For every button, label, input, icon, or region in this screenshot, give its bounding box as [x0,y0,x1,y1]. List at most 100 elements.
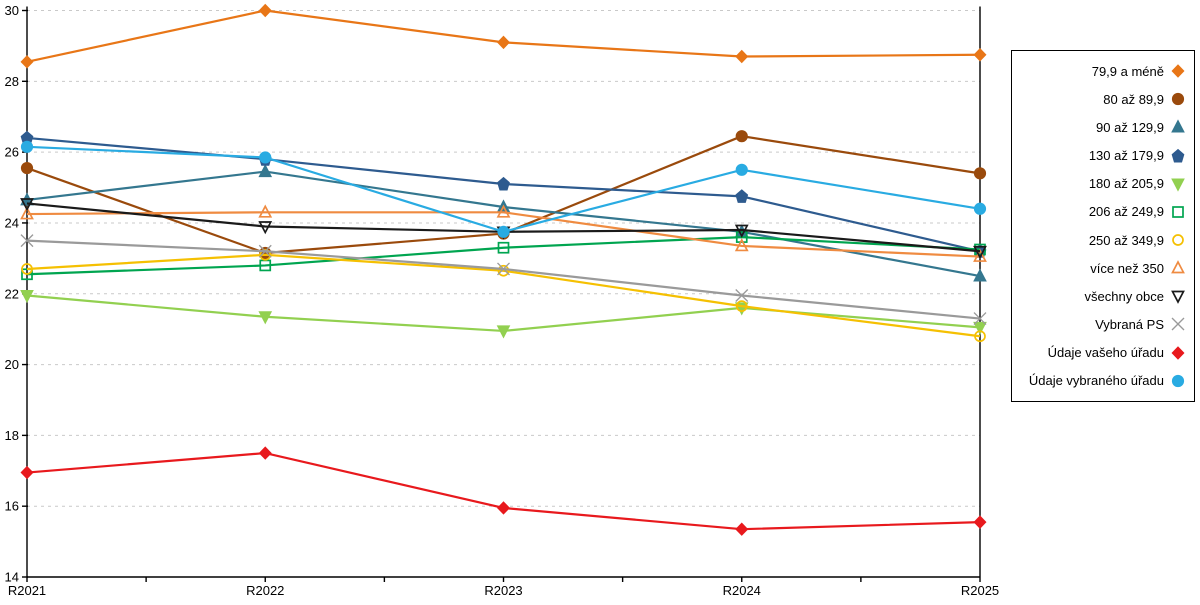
legend-item: Údaje vybraného úřadu [1018,373,1186,389]
legend-item-label: 206 až 249,9 [1088,204,1164,220]
marker-diamond-filled [258,446,272,460]
legend-item-label: 90 až 129,9 [1096,119,1164,135]
marker-circle-open [497,264,510,277]
marker-diamond-filled [258,3,272,18]
legend-item: více než 350 [1018,260,1186,276]
marker-triangle-up-open [258,204,273,218]
legend-marker-circle-filled [1171,374,1185,387]
y-tick-label-30: 30 [5,3,19,18]
marker-triangle-up-open [20,206,34,220]
marker-circle-open [259,248,272,261]
legend-item-label: 80 až 89,9 [1103,91,1164,107]
marker-triangle-up-open [973,248,987,262]
legend-item: 180 až 205,9 [1018,176,1186,192]
y-tick-label-16: 16 [5,499,19,514]
marker-x [258,244,272,258]
legend-marker-triangle-up-filled [1171,119,1185,133]
marker-diamond-filled [973,48,987,62]
marker-circle-filled [20,161,34,175]
x-tick-label-R2024: R2024 [723,583,761,598]
marker-circle-open [974,330,986,343]
y-tick-label-26: 26 [5,145,19,160]
marker-triangle-down-filled [258,311,273,325]
marker-diamond-filled [973,515,987,529]
legend-marker-diamond-filled [1171,345,1185,360]
y-tick-label-24: 24 [5,215,19,230]
legend-item: Údaje vašeho úřadu [1018,345,1186,361]
legend-item: 80 až 89,9 [1018,91,1186,107]
series-line [26,451,981,531]
legend-item: všechny obce [1018,288,1186,305]
marker-triangle-up-filled [973,268,987,282]
legend-item-label: Údaje vybraného úřadu [1028,373,1164,389]
legend-item-label: 79,9 a méně [1091,63,1164,79]
x-tick-label-R2022: R2022 [246,583,284,598]
legend: 79,9 a méně 80 až 89,9 90 až 129,9 130 až 1… [1011,50,1195,402]
legend-item-label: 180 až 205,9 [1088,176,1164,192]
marker-circle-open [735,300,748,312]
legend-item: 79,9 a méně [1018,63,1186,79]
marker-diamond-filled [735,49,749,64]
marker-triangle-up-open [496,204,511,218]
legend-marker-pentagon-filled [1171,148,1185,163]
legend-item-label: Údaje vašeho úřadu [1047,345,1164,361]
series-7 [21,248,986,343]
marker-diamond-filled [20,465,34,480]
marker-square-open [735,231,748,243]
series-10 [20,234,987,325]
marker-circle-filled [497,225,510,238]
marker-triangle-up-open [734,238,749,252]
series-8 [20,204,987,262]
legend-item-label: všechny obce [1084,288,1165,304]
legend-marker-diamond-filled [1171,64,1185,78]
legend-marker-triangle-down-open [1171,290,1185,305]
marker-triangle-down-open [734,224,749,238]
legend-item: 90 až 129,9 [1018,119,1186,135]
x-tick-label-R2023: R2023 [484,583,522,598]
marker-triangle-down-filled [20,290,34,304]
marker-triangle-down-filled [496,325,511,339]
legend-item: Vybraná PS [1018,316,1186,332]
legend-item: 130 až 179,9 [1018,148,1186,164]
marker-square-open [21,268,33,281]
y-tick-label-22: 22 [5,286,19,301]
legend-item: 206 až 249,9 [1018,204,1186,220]
marker-x [20,234,34,248]
marker-triangle-down-open [258,221,273,235]
legend-marker-circle-filled [1171,93,1185,106]
marker-circle-filled [259,151,272,164]
marker-triangle-up-filled [258,164,273,178]
legend-marker-square-open [1172,206,1184,218]
y-tick-label-20: 20 [5,357,19,372]
series-1 [20,3,987,69]
marker-circle-filled [973,202,987,215]
y-tick-label-18: 18 [5,428,19,443]
legend-item-label: Vybraná PS [1095,316,1164,332]
legend-marker-triangle-up-open [1171,260,1185,274]
legend-item-label: 250 až 349,9 [1088,232,1164,248]
marker-x [497,262,510,276]
legend-marker-triangle-down-filled [1171,178,1185,192]
series-line [26,235,981,276]
marker-pentagon-filled [497,176,510,191]
marker-diamond-filled [735,522,749,536]
marker-circle-filled [735,163,748,176]
legend-marker-x [1171,318,1185,331]
marker-diamond-filled [497,35,510,50]
marker-circle-filled [973,167,987,180]
legend-item-label: 130 až 179,9 [1088,148,1164,164]
series-11 [20,446,987,536]
series-5 [20,290,987,339]
marker-diamond-filled [20,55,34,69]
marker-x [973,312,987,325]
y-tick-label-14: 14 [5,570,19,585]
marker-circle-filled [735,130,748,143]
marker-circle-filled [20,140,34,153]
marker-x [735,289,749,302]
series-12 [20,140,987,238]
marker-triangle-down-filled [973,321,987,335]
x-tick-label-R2025: R2025 [961,583,999,598]
marker-triangle-down-open [20,198,34,212]
